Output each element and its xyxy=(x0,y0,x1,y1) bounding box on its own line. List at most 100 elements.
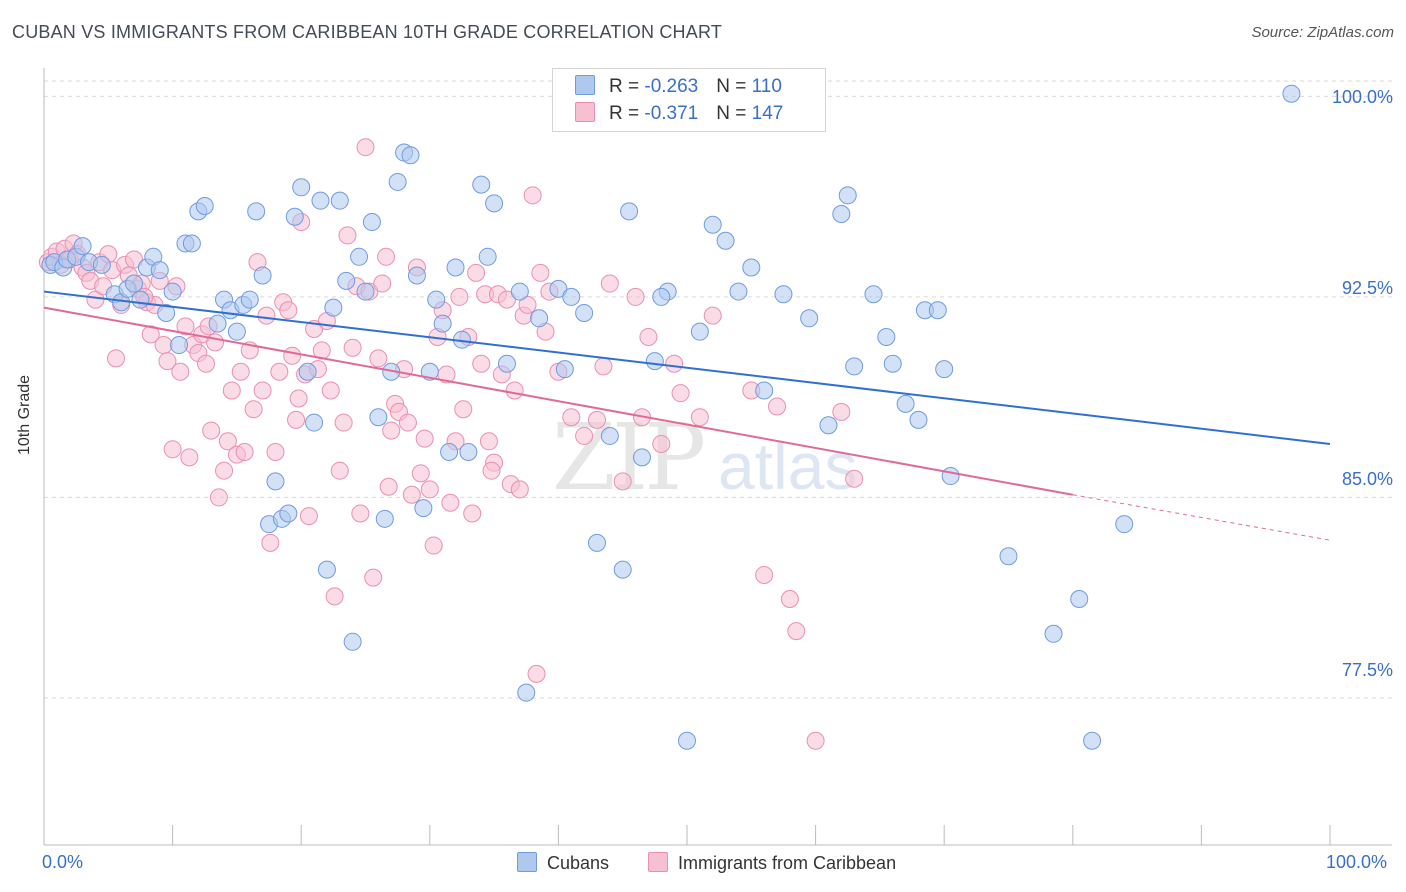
caribbean-point xyxy=(613,472,632,491)
cuban-point xyxy=(131,290,150,309)
cuban-point xyxy=(819,416,838,435)
caribbean-point xyxy=(482,461,501,480)
cuban-point xyxy=(73,237,92,256)
y-axis-title: 10th Grade xyxy=(16,374,33,455)
cuban-point xyxy=(227,322,246,341)
cuban-point xyxy=(703,215,722,234)
caribbean-point xyxy=(505,381,524,400)
cuban-point xyxy=(838,186,857,205)
cuban-point xyxy=(369,408,388,427)
caribbean-point xyxy=(787,622,806,641)
cuban-point xyxy=(170,336,189,355)
legend-n-value: 147 xyxy=(751,103,784,124)
cuban-point xyxy=(742,258,761,277)
caribbean-point xyxy=(518,295,537,314)
legend-n-label: N = xyxy=(716,103,752,124)
caribbean-point xyxy=(454,400,473,419)
caribbean-point xyxy=(424,536,443,555)
caribbean-point xyxy=(472,354,491,373)
caribbean-point xyxy=(279,301,298,320)
y-tick-label-85: 85.0% xyxy=(1341,469,1393,489)
caribbean-point xyxy=(330,461,349,480)
caribbean-trend-line xyxy=(43,306,1073,496)
cuban-point xyxy=(652,287,671,306)
caribbean-point xyxy=(287,410,306,429)
cuban-point xyxy=(433,314,452,333)
caribbean-point xyxy=(411,464,430,483)
cuban-point xyxy=(864,285,883,304)
caribbean-point xyxy=(420,480,439,499)
caribbean-point xyxy=(832,402,851,421)
legend-swatch-pink xyxy=(575,102,595,122)
caribbean-point xyxy=(398,413,417,432)
caribbean-point xyxy=(845,469,864,488)
caribbean-point xyxy=(527,664,546,683)
bottom-legend-caribbean: Immigrants from Caribbean xyxy=(648,852,896,874)
caribbean-point xyxy=(163,440,182,459)
caribbean-point xyxy=(665,354,684,373)
caribbean-point xyxy=(176,317,195,336)
caribbean-point xyxy=(206,333,225,352)
cuban-point xyxy=(292,178,311,197)
cuban-point xyxy=(1282,84,1301,103)
caribbean-point xyxy=(261,533,280,552)
cuban-point xyxy=(928,301,947,320)
cuban-point xyxy=(832,205,851,224)
caribbean-point xyxy=(575,426,594,445)
cuban-point xyxy=(317,560,336,579)
caribbean-point xyxy=(755,565,774,584)
legend-r-value: -0.371 xyxy=(644,103,699,124)
x-tick-label-0: 0.0% xyxy=(42,852,84,872)
cuban-point xyxy=(999,547,1018,566)
cuban-point xyxy=(478,247,497,266)
caribbean-point xyxy=(364,568,383,587)
cuban-point xyxy=(446,258,465,277)
caribbean-point xyxy=(270,362,289,381)
cuban-point xyxy=(729,282,748,301)
caribbean-point xyxy=(231,362,250,381)
caribbean-point xyxy=(299,507,318,526)
caribbean-point xyxy=(600,274,619,293)
legend-n-value: 110 xyxy=(751,76,782,97)
caribbean-point xyxy=(154,336,173,355)
bottom-legend-cubans-label: Cubans xyxy=(547,853,610,873)
cuban-point xyxy=(407,266,426,285)
caribbean-point xyxy=(510,480,529,499)
legend-r-label: R = xyxy=(609,103,645,124)
cuban-point xyxy=(311,191,330,210)
caribbean-point xyxy=(343,338,362,357)
cuban-point xyxy=(485,194,504,213)
cuban-point xyxy=(774,285,793,304)
caribbean-point xyxy=(382,421,401,440)
cuban-point xyxy=(620,202,639,221)
caribbean-point xyxy=(321,381,340,400)
caribbean-point xyxy=(479,432,498,451)
cuban-point xyxy=(549,279,568,298)
caribbean-point xyxy=(379,477,398,496)
caribbean-point xyxy=(215,461,234,480)
legend-n-label: N = xyxy=(716,76,752,97)
bottom-legend-cubans: Cubans xyxy=(517,852,609,874)
caribbean-point xyxy=(283,346,302,365)
legend-swatch-blue xyxy=(575,75,595,95)
cuban-point xyxy=(896,394,915,413)
cuban-point xyxy=(755,381,774,400)
cuban-point xyxy=(343,632,362,651)
caribbean-point xyxy=(202,421,221,440)
caribbean-point xyxy=(415,429,434,448)
caribbean-point xyxy=(289,389,308,408)
caribbean-point xyxy=(244,400,263,419)
cuban-point xyxy=(530,309,549,328)
caribbean-point xyxy=(441,493,460,512)
caribbean-point xyxy=(639,328,658,347)
caribbean-point xyxy=(334,413,353,432)
caribbean-point xyxy=(338,226,357,245)
legend-row-cubans: R = -0.263 N = 110 xyxy=(575,75,782,99)
cuban-point xyxy=(497,354,516,373)
y-tick-label-100: 100.0% xyxy=(1331,87,1393,107)
caribbean-point xyxy=(209,488,228,507)
caribbean-point xyxy=(703,306,722,325)
cuban-point xyxy=(266,472,285,491)
cuban-point xyxy=(440,442,459,461)
caribbean-point xyxy=(450,287,469,306)
